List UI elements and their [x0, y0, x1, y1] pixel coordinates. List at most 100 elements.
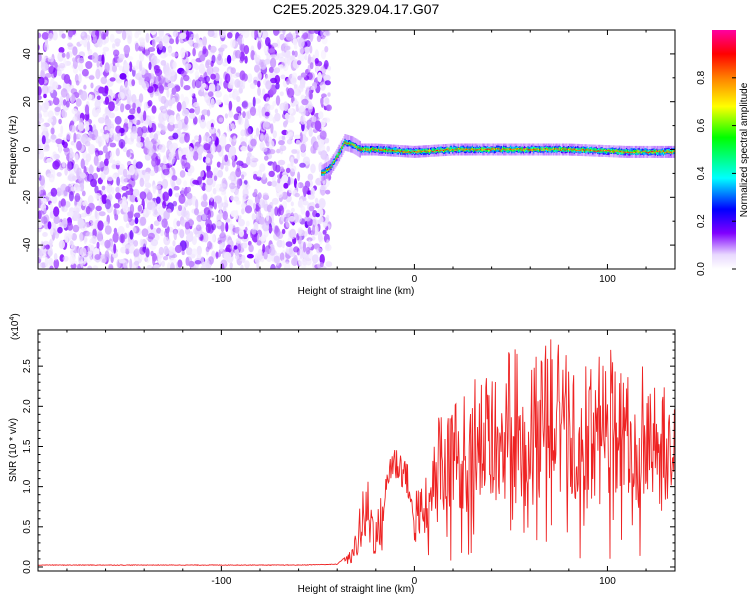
spectrogram-trace-cell — [634, 152, 636, 154]
spectrogram-noise-speckle — [300, 115, 306, 125]
spectrogram-trace-cell — [442, 149, 445, 151]
spectrogram-noise-speckle — [150, 78, 154, 86]
spectrogram-trace-cell — [596, 150, 599, 152]
spectrogram-trace-cell — [585, 149, 587, 151]
spectrogram-noise-speckle — [218, 47, 225, 52]
spectrogram-noise-speckle — [134, 248, 140, 258]
spectrogram-trace-cell — [627, 151, 629, 153]
spectrogram-noise-speckle — [183, 85, 191, 91]
spectrogram-noise-speckle — [104, 250, 110, 261]
spectrogram-trace-cell — [612, 151, 614, 153]
spectrogram-noise-speckle — [285, 241, 293, 248]
spectrogram-trace-cell — [621, 150, 623, 152]
spectrogram-noise-speckle — [235, 237, 242, 244]
spectrogram-trace-cell — [565, 148, 567, 150]
spectrogram-noise-speckle — [108, 112, 115, 119]
spectrogram-trace-cell — [637, 151, 639, 154]
spectrogram-trace-cell — [424, 150, 426, 152]
spectrogram-noise-speckle — [49, 202, 54, 212]
spectrogram-noise-speckle — [175, 36, 179, 45]
spectrogram-noise-speckle — [100, 76, 108, 85]
spectrogram-noise-speckle — [225, 222, 229, 233]
spectrogram-trace-cell — [352, 144, 354, 146]
spectrogram-noise-speckle — [299, 83, 306, 89]
spectrogram-noise-speckle — [68, 191, 74, 202]
spectrogram-noise-speckle — [79, 40, 86, 45]
spectrogram-noise-speckle — [209, 45, 217, 53]
spectrogram-trace-cell — [462, 149, 464, 151]
spectrogram-noise-speckle — [90, 222, 97, 230]
spectrogram-noise-speckle — [189, 108, 195, 114]
spectrogram-noise-speckle — [262, 174, 266, 180]
spectrogram-noise-speckle — [116, 176, 121, 186]
spectrogram-noise-speckle — [279, 145, 287, 152]
spectrogram-noise-speckle — [219, 231, 227, 243]
snr-x-axis-label: Height of straight line (km) — [298, 584, 415, 595]
spectrogram-noise-speckle — [320, 30, 324, 38]
spectrogram-trace-cell — [397, 149, 399, 151]
spectrogram-noise-speckle — [69, 254, 76, 265]
spectrogram-noise-speckle — [199, 119, 207, 129]
spectrogram-noise-speckle — [309, 32, 314, 42]
spectrogram-trace-cell — [452, 149, 454, 152]
spectrogram-trace-cell — [557, 148, 559, 150]
spectrogram-noise-speckle — [261, 30, 269, 40]
spectrogram-noise-speckle — [38, 217, 42, 227]
spectrogram-trace-cell — [425, 151, 427, 153]
spectrogram-noise-speckle — [249, 106, 257, 117]
spectrogram-trace-cell — [338, 151, 340, 153]
spectrogram-trace-cell — [554, 148, 556, 150]
spectrogram-trace-cell — [483, 149, 485, 151]
spectrogram-noise-speckle — [104, 85, 109, 94]
spectrogram-trace-cell — [583, 149, 585, 151]
spectrogram-trace-cell — [350, 142, 352, 145]
spectrogram-noise-speckle — [115, 160, 121, 166]
spectrogram-noise-speckle — [242, 100, 249, 110]
spectrogram-trace-cell — [508, 148, 511, 150]
spectrogram-noise-speckle — [286, 138, 293, 145]
spectrogram-noise-speckle — [141, 67, 146, 76]
spectrogram-noise-speckle — [58, 144, 62, 154]
spectrogram-noise-speckle — [124, 244, 131, 249]
spectrogram-trace-cell — [486, 148, 489, 150]
spectrogram-noise-speckle — [105, 151, 111, 161]
spectrogram-noise-speckle — [63, 74, 71, 84]
spectrogram-noise-speckle — [228, 175, 235, 181]
spectrogram-noise-speckle — [268, 226, 273, 233]
spectrogram-noise-speckle — [138, 79, 144, 86]
spectrogram-trace-cell — [603, 150, 606, 152]
spectrogram-trace-cell — [556, 148, 558, 152]
spectrogram-noise-speckle — [134, 217, 139, 225]
colorbar-ticks: 0.0 0.2 0.4 0.6 0.8 — [696, 70, 736, 276]
spectrogram-noise-speckle — [191, 139, 196, 145]
y-tick-label: 0.0 — [22, 560, 33, 574]
spectrogram-noise-speckle — [86, 173, 94, 182]
spectrogram-noise-speckle — [308, 89, 312, 100]
spectrogram-trace-cell — [440, 149, 442, 151]
spectrogram-noise-speckle — [131, 131, 138, 140]
spectrogram-trace-cell — [523, 148, 526, 152]
spectrogram-noise-speckle — [257, 193, 262, 199]
spectrogram-trace-cell — [398, 149, 401, 152]
spectrogram-trace-cell — [378, 148, 380, 153]
spectrogram-trace-cell — [532, 149, 534, 151]
spectrogram-noise-speckle — [264, 111, 270, 117]
spectrogram-trace-cell — [616, 150, 618, 155]
spectrogram-trace-cell — [372, 149, 374, 151]
spectrogram-trace-cell — [446, 149, 448, 151]
spectrogram-noise-speckle — [77, 130, 83, 139]
spectrogram-noise-speckle — [240, 264, 244, 269]
spectrogram-noise-speckle — [145, 32, 150, 43]
spectrogram-trace-cell — [322, 172, 324, 174]
spectrogram-noise-speckle — [158, 214, 163, 225]
spectrogram-noise-speckle — [101, 188, 106, 196]
spectrogram-trace-cell — [664, 152, 666, 154]
snr-multiplier-exponent: 4 — [9, 317, 16, 321]
spectrogram-noise-speckle — [281, 259, 285, 267]
spectrogram-trace-cell — [334, 160, 336, 163]
spectrogram-noise-speckle — [124, 118, 128, 124]
spectrogram-trace-cell — [380, 149, 382, 151]
spectrogram-trace-cell — [595, 150, 597, 153]
spectrogram-noise-speckle — [200, 170, 205, 178]
spectrogram-trace-cell — [563, 148, 565, 150]
